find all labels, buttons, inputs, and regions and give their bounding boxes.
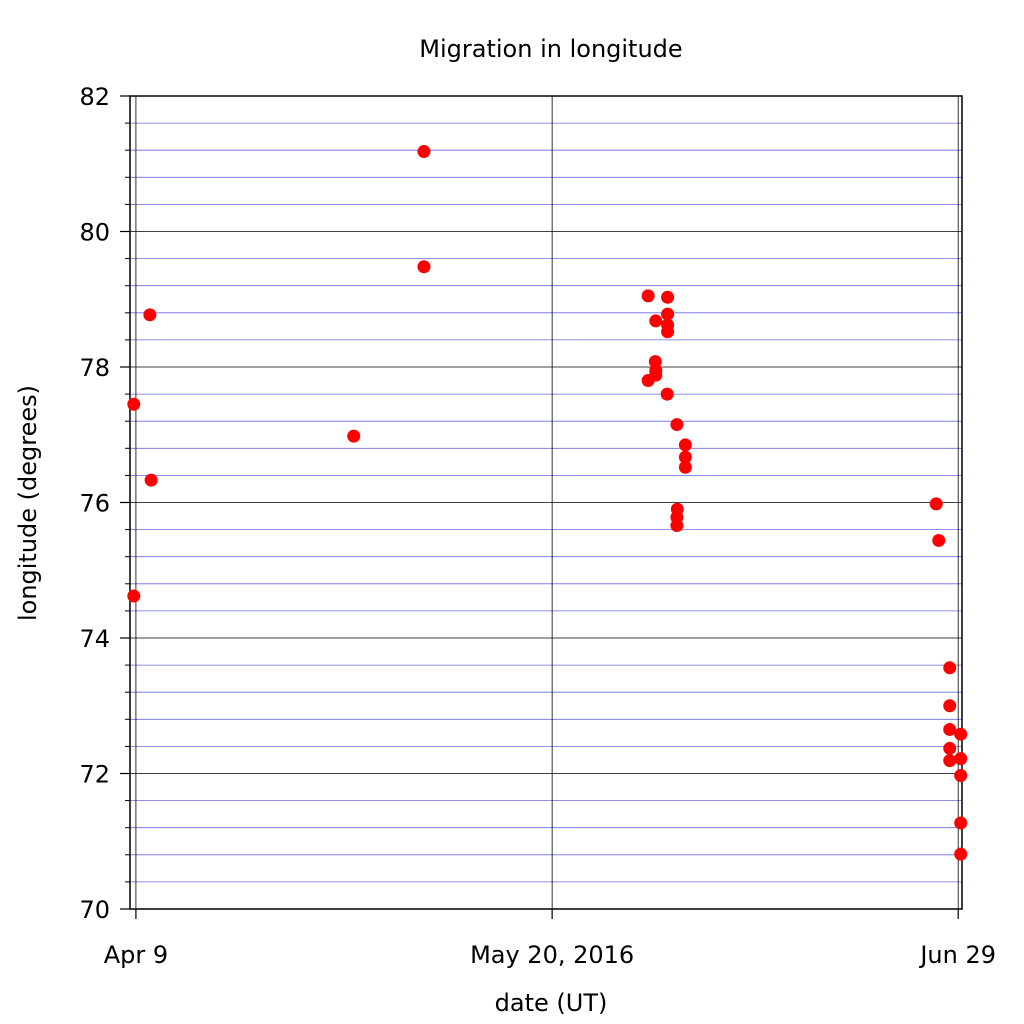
data-point (144, 473, 158, 487)
data-point (943, 754, 957, 768)
x-tick-label: May 20, 2016 (470, 941, 634, 969)
x-tick-label: Jun 29 (918, 941, 996, 969)
data-point (670, 418, 684, 432)
data-point (954, 769, 968, 783)
data-point (127, 397, 141, 411)
data-point (649, 314, 663, 328)
x-tick-label: Apr 9 (104, 941, 168, 969)
data-point (661, 290, 675, 304)
y-tick-label: 74 (79, 625, 110, 653)
grid-layer (130, 95, 962, 910)
x-axis-label: date (UT) (495, 989, 608, 1017)
data-point (954, 847, 968, 861)
chart-title: Migration in longitude (419, 35, 682, 63)
data-point (678, 438, 692, 452)
data-point (127, 589, 141, 603)
y-tick-label: 70 (79, 896, 110, 924)
y-tick-label: 76 (79, 490, 110, 518)
y-tick-label: 80 (79, 219, 110, 247)
plot-frame (129, 95, 963, 910)
data-point (943, 722, 957, 736)
data-point (932, 533, 946, 547)
points-layer (127, 145, 968, 861)
data-point (347, 429, 361, 443)
data-point (661, 307, 675, 321)
data-point (943, 741, 957, 755)
data-point (678, 460, 692, 474)
data-point (943, 699, 957, 713)
data-point (660, 387, 674, 401)
data-point (670, 519, 684, 533)
data-point (954, 752, 968, 766)
y-tick-label: 82 (79, 83, 110, 111)
data-point (417, 145, 431, 159)
data-point (649, 368, 663, 382)
data-point (943, 661, 957, 675)
data-point (661, 325, 675, 339)
y-axis-label: longitude (degrees) (14, 385, 42, 621)
data-point (678, 450, 692, 464)
data-point (641, 289, 655, 303)
axes-layer: 70 72 74 76 78 80 82 Apr 9 May 20, 2016 Jun 29 (79, 83, 996, 969)
data-point (143, 308, 157, 322)
data-point (417, 260, 431, 274)
data-point (954, 816, 968, 830)
y-tick-label: 78 (79, 354, 110, 382)
data-point (954, 727, 968, 741)
y-tick-label: 72 (79, 761, 110, 789)
data-point (929, 497, 943, 511)
